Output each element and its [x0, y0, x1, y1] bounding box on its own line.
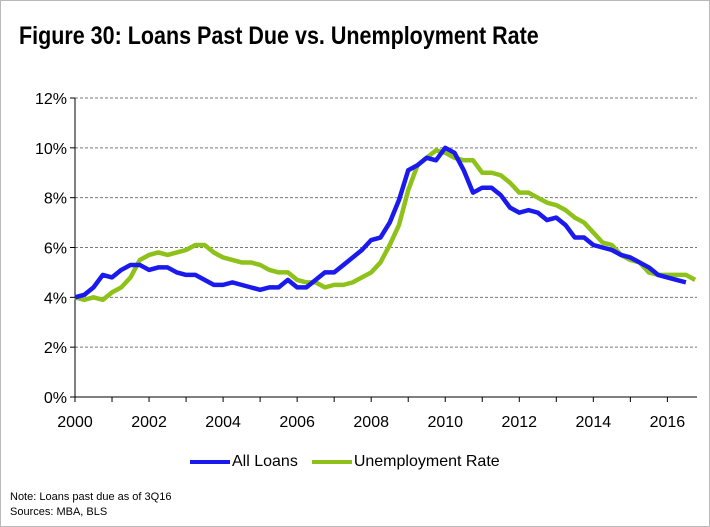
legend-swatch-all-loans: [190, 460, 230, 464]
xtick-label: 2002: [131, 414, 167, 431]
xtick-label: 2014: [576, 414, 612, 431]
xtick-label: 2004: [205, 414, 241, 431]
ytick-label: 8%: [44, 191, 67, 208]
ytick-label: 0%: [44, 390, 67, 407]
xtick-label: 2008: [353, 414, 389, 431]
series-line-all-loans: [74, 145, 687, 300]
xtick-label: 2016: [650, 414, 686, 431]
ytick-label: 10%: [35, 141, 67, 158]
chart-legend: All Loans Unemployment Rate: [190, 450, 514, 474]
ytick-label: 6%: [44, 241, 67, 258]
ytick-label: 12%: [35, 91, 67, 108]
series-line-unemployment-rate: [74, 148, 697, 303]
chart-note: Note: Loans past due as of 3Q16: [10, 491, 172, 503]
ytick-label: 4%: [44, 290, 67, 307]
ytick-label: 2%: [44, 340, 67, 357]
xtick-label: 2010: [427, 414, 463, 431]
legend-item-unemployment-rate: Unemployment Rate: [311, 453, 500, 471]
xtick-label: 2006: [279, 414, 315, 431]
chart-title: Figure 30: Loans Past Due vs. Unemployme…: [19, 22, 539, 50]
legend-label-unemployment-rate: Unemployment Rate: [353, 453, 500, 470]
legend-item-all-loans: All Loans: [190, 453, 298, 471]
chart-sources: Sources: MBA, BLS: [10, 506, 108, 518]
legend-swatch-unemployment-rate: [311, 460, 352, 464]
xtick-label: 2000: [57, 414, 93, 431]
xtick-label: 2012: [501, 414, 537, 431]
legend-label-all-loans: All Loans: [232, 453, 298, 470]
